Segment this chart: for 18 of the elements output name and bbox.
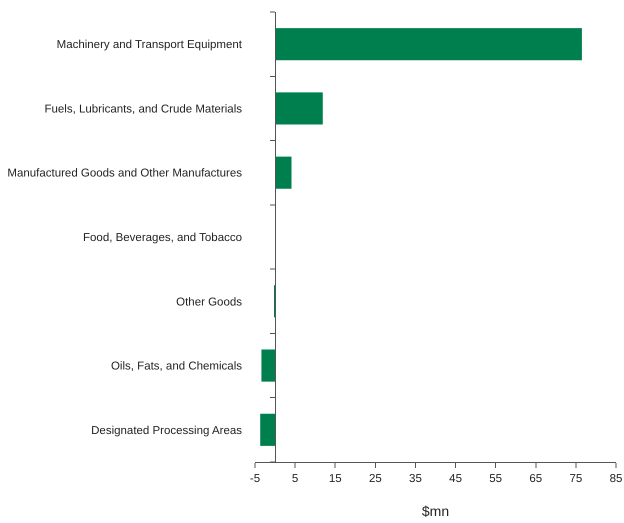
- x-tick-label: 5: [292, 472, 298, 485]
- x-axis-title: $mn: [422, 503, 450, 520]
- x-tick-label: 25: [368, 472, 382, 485]
- y-tick-label: Designated Processing Areas: [91, 424, 242, 437]
- y-tick-label: Food, Beverages, and Tobacco: [83, 232, 242, 244]
- x-tick-label: 45: [449, 472, 462, 485]
- y-tick-label: Fuels, Lubricants, and Crude Materials: [44, 103, 242, 116]
- x-tick-label: 85: [610, 472, 622, 485]
- x-tick-label: 15: [328, 472, 342, 485]
- x-tick-label: 65: [529, 472, 542, 485]
- y-tick-label: Oils, Fats, and Chemicals: [110, 360, 242, 373]
- y-tick-label: Manufactured Goods and Other Manufactures: [7, 168, 242, 180]
- x-tick-label: -5: [250, 472, 260, 485]
- x-tick-label: 55: [489, 472, 502, 485]
- y-tick-label: Machinery and Transport Equipment: [56, 39, 243, 52]
- y-tick-label: Other Goods: [176, 296, 242, 308]
- x-tick-label: 35: [409, 472, 422, 485]
- x-tick-label: 75: [569, 472, 582, 485]
